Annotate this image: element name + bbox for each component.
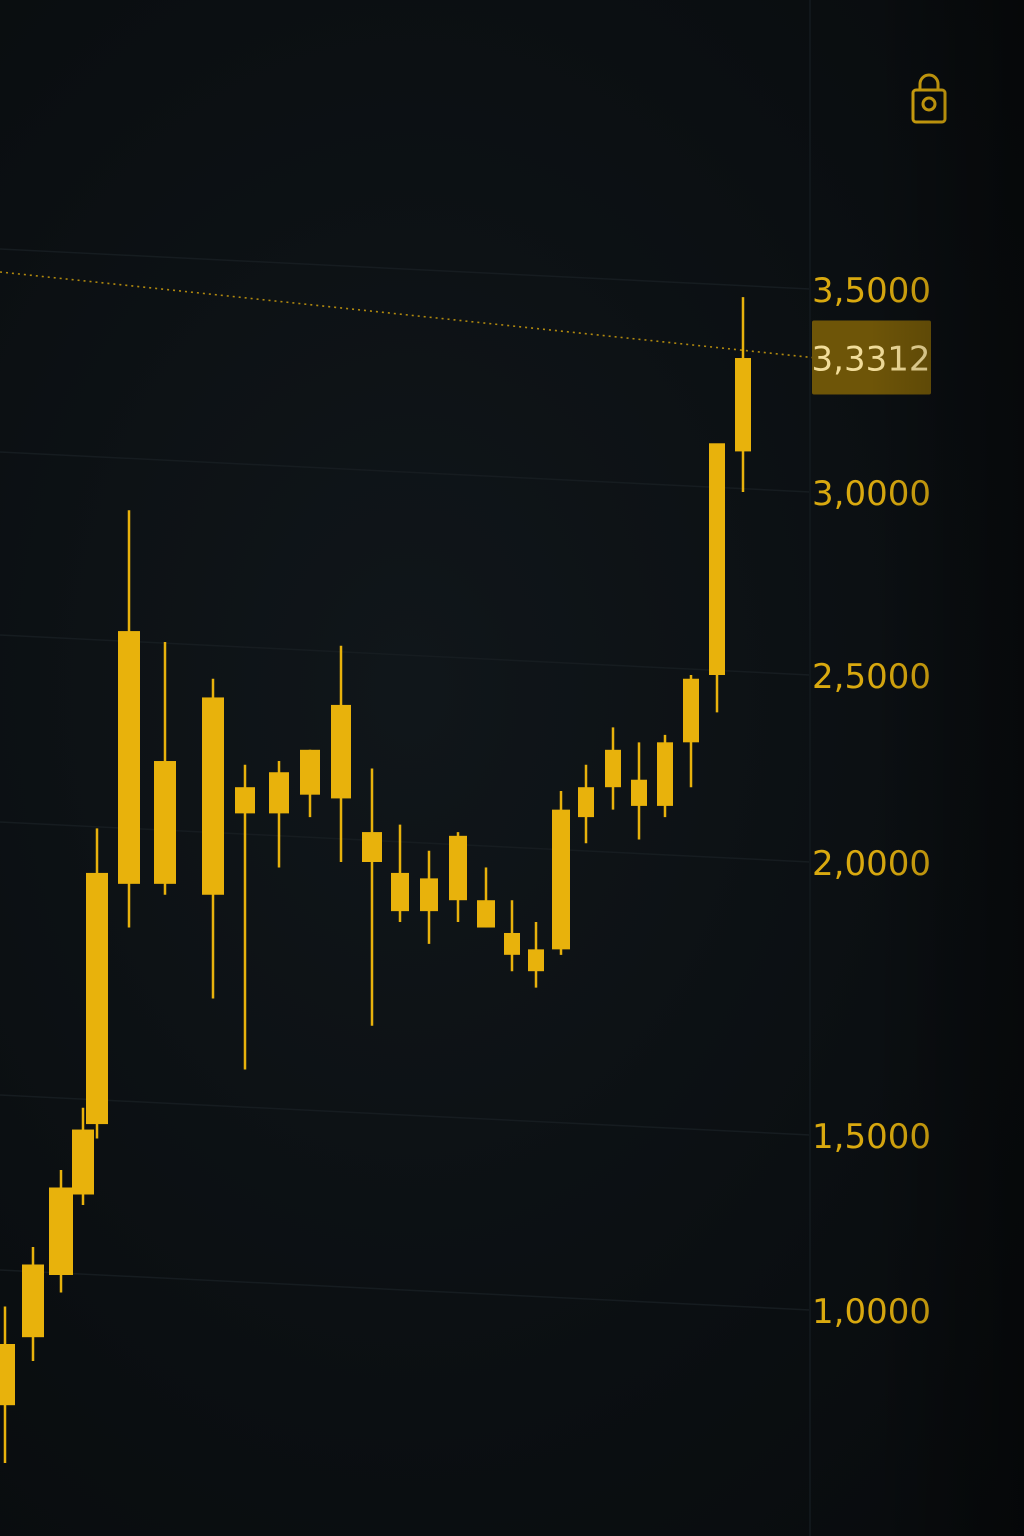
candle-body xyxy=(202,697,224,895)
candle xyxy=(477,867,495,928)
candle xyxy=(154,642,176,895)
candle xyxy=(235,764,255,1070)
candle-body xyxy=(735,358,751,452)
candle xyxy=(735,297,751,492)
grid-line xyxy=(0,1269,811,1311)
candle xyxy=(552,790,570,955)
candle-body xyxy=(269,772,289,814)
candle xyxy=(578,764,594,844)
grid-line xyxy=(0,1094,811,1136)
candle xyxy=(449,832,467,923)
candle-body xyxy=(605,749,621,788)
candle xyxy=(86,828,108,1139)
candle-body xyxy=(235,787,255,814)
y-axis: 3,5000 3,0000 2,5000 2,0000 1,5000 1,0000 xyxy=(812,271,931,1332)
current-price-label: 3,3312 xyxy=(812,340,931,380)
lock-button[interactable] xyxy=(911,73,947,124)
candle-body xyxy=(631,779,647,806)
candle-body xyxy=(0,1344,15,1406)
current-price-line xyxy=(0,271,813,359)
candle xyxy=(528,922,544,988)
candle xyxy=(202,678,224,999)
current-price-dotted-line xyxy=(0,271,813,359)
candle xyxy=(269,761,289,868)
candle xyxy=(118,510,140,928)
y-tick-label: 2,5000 xyxy=(812,657,931,697)
candle xyxy=(631,742,647,840)
candle-body xyxy=(709,443,725,675)
candle xyxy=(420,850,438,944)
candle-body xyxy=(331,704,351,799)
candle xyxy=(657,734,673,818)
candle xyxy=(683,675,699,788)
candle-body xyxy=(449,835,467,901)
candle xyxy=(22,1247,44,1361)
candle-body xyxy=(86,872,108,1125)
candle-body xyxy=(72,1129,94,1195)
candle-body xyxy=(22,1264,44,1338)
grid-line xyxy=(0,248,811,290)
candle xyxy=(49,1170,73,1293)
candle xyxy=(709,443,725,713)
candle xyxy=(391,824,409,923)
candle-body xyxy=(578,787,594,818)
candle-body xyxy=(504,932,520,955)
grid-line xyxy=(0,451,811,493)
y-tick-label: 3,5000 xyxy=(812,271,931,311)
candle-body xyxy=(300,749,320,795)
y-tick-label: 1,5000 xyxy=(812,1117,931,1157)
candle xyxy=(362,768,382,1026)
lock-icon xyxy=(911,73,947,124)
candle-body xyxy=(657,742,673,806)
candle-body xyxy=(49,1187,73,1275)
y-tick-label: 3,0000 xyxy=(812,474,931,514)
candle xyxy=(605,727,621,810)
candle xyxy=(300,749,320,818)
candle-body xyxy=(118,631,140,884)
candle-body xyxy=(362,832,382,862)
candle-body xyxy=(552,809,570,950)
candle xyxy=(504,900,520,972)
y-tick-label: 1,0000 xyxy=(812,1292,931,1332)
candle-body xyxy=(154,761,176,884)
candle-body xyxy=(528,949,544,972)
candle xyxy=(0,1306,15,1463)
candle-body xyxy=(683,678,699,743)
current-price-tag: 3,3312 xyxy=(812,320,931,395)
y-tick-label: 2,0000 xyxy=(812,844,931,884)
candle-body xyxy=(391,872,409,912)
candle-body xyxy=(420,878,438,912)
candle xyxy=(331,645,351,862)
candle-body xyxy=(477,900,495,928)
